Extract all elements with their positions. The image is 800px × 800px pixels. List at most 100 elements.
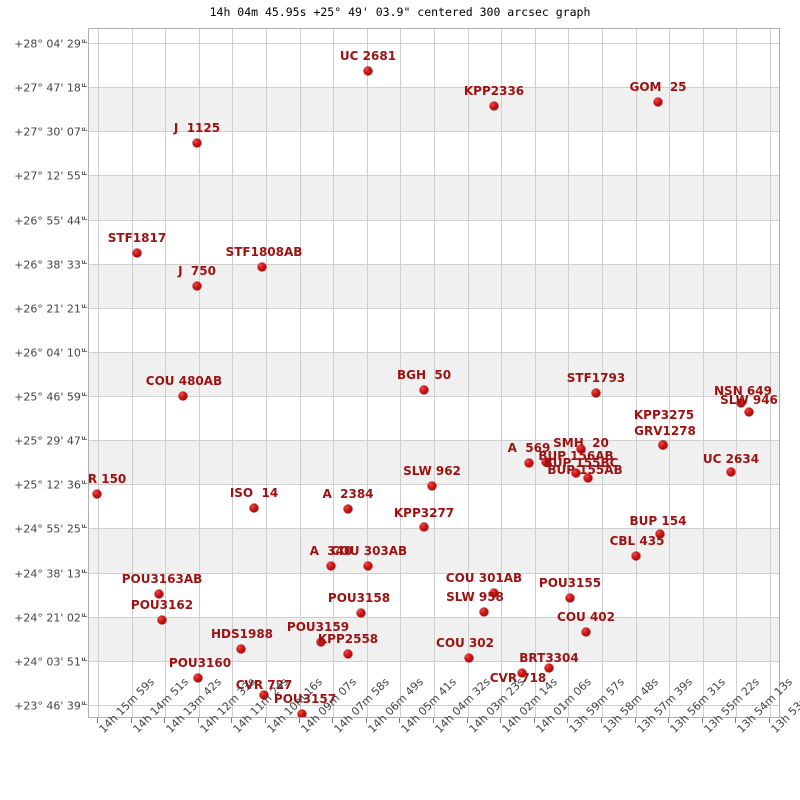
star-marker[interactable]: [419, 522, 429, 532]
star-marker[interactable]: [726, 467, 736, 477]
star-marker[interactable]: [576, 444, 586, 454]
star-marker[interactable]: [178, 391, 188, 401]
star-marker[interactable]: [631, 551, 641, 561]
star-marker[interactable]: [489, 101, 499, 111]
star-label[interactable]: J 750: [178, 264, 216, 278]
star-marker[interactable]: [363, 66, 373, 76]
star-label[interactable]: COU 480AB: [145, 374, 223, 388]
star-label[interactable]: GOM 25: [629, 80, 687, 94]
page-title: 14h 04m 45.95s +25° 49' 03.9" centered 3…: [209, 5, 591, 19]
star-label[interactable]: POU3160: [168, 656, 232, 670]
star-label[interactable]: KPP3277: [393, 506, 455, 520]
star-label[interactable]: CBL 435: [609, 534, 665, 548]
star-marker[interactable]: [583, 473, 593, 483]
star-marker[interactable]: [154, 589, 164, 599]
star-label[interactable]: A 340: [309, 544, 353, 558]
star-marker[interactable]: [343, 649, 353, 659]
star-marker[interactable]: [736, 398, 746, 408]
star-marker[interactable]: [343, 504, 353, 514]
star-label[interactable]: ISO 14: [229, 486, 279, 500]
star-label[interactable]: POU3157: [273, 692, 337, 706]
star-marker[interactable]: [524, 458, 534, 468]
star-marker[interactable]: [541, 457, 551, 467]
star-label[interactable]: UC 2634: [702, 452, 760, 466]
star-marker[interactable]: [326, 561, 336, 571]
star-marker[interactable]: [249, 503, 259, 513]
star-marker[interactable]: [489, 588, 499, 598]
star-marker[interactable]: [363, 561, 373, 571]
star-label[interactable]: KPP2336: [463, 84, 525, 98]
star-label[interactable]: POU3162: [130, 598, 194, 612]
star-marker[interactable]: [192, 281, 202, 291]
star-label[interactable]: SLW 962: [403, 464, 461, 478]
star-label[interactable]: COU 402: [557, 610, 615, 624]
star-label[interactable]: A 2384: [322, 487, 374, 501]
star-label[interactable]: UC 2681: [339, 49, 397, 63]
star-label[interactable]: CVR 718: [489, 671, 547, 685]
y-axis-tick-label: +23° 46' 39": [0, 695, 86, 714]
gridline-vertical: [333, 29, 335, 717]
star-marker[interactable]: [655, 529, 665, 539]
star-label[interactable]: KPP3275: [633, 408, 695, 422]
star-label[interactable]: A 569: [507, 441, 551, 455]
star-marker[interactable]: [236, 644, 246, 654]
star-marker[interactable]: [427, 481, 437, 491]
star-marker[interactable]: [92, 489, 102, 499]
star-label[interactable]: BUP 155AB: [547, 463, 623, 477]
star-marker[interactable]: [259, 690, 269, 700]
star-marker[interactable]: [591, 388, 601, 398]
star-label[interactable]: SMH 20: [553, 436, 609, 450]
star-marker[interactable]: [479, 607, 489, 617]
star-marker[interactable]: [658, 440, 668, 450]
star-marker[interactable]: [193, 673, 203, 683]
star-marker[interactable]: [544, 663, 554, 673]
star-marker[interactable]: [419, 385, 429, 395]
star-marker[interactable]: [157, 615, 167, 625]
star-marker[interactable]: [297, 709, 307, 717]
star-label[interactable]: GRV1278: [634, 424, 696, 438]
star-marker[interactable]: [744, 407, 754, 417]
star-label[interactable]: BUP 154: [629, 514, 687, 528]
star-marker[interactable]: [571, 468, 581, 478]
star-label[interactable]: CVR 727: [235, 678, 293, 692]
star-label[interactable]: POU3158: [327, 591, 391, 605]
star-marker[interactable]: [653, 97, 663, 107]
star-label[interactable]: BGH 50: [396, 368, 452, 382]
star-marker[interactable]: [257, 262, 267, 272]
y-axis-tick-mark: [82, 615, 87, 617]
star-label[interactable]: POU3163AB: [121, 572, 203, 586]
x-axis-tick-mark: [567, 718, 569, 723]
star-label[interactable]: STF1808AB: [225, 245, 303, 259]
star-marker[interactable]: [192, 138, 202, 148]
star-label[interactable]: COU 301AB: [445, 571, 523, 585]
star-label[interactable]: J 1125: [173, 121, 221, 135]
star-marker[interactable]: [517, 668, 527, 678]
star-label[interactable]: POU3155: [538, 576, 602, 590]
star-label[interactable]: COU 302: [436, 636, 494, 650]
star-marker[interactable]: [356, 608, 366, 618]
star-label[interactable]: SLW 946: [720, 393, 778, 407]
star-label[interactable]: SLW 958: [446, 590, 504, 604]
star-label[interactable]: COU 303AB: [330, 544, 408, 558]
star-label[interactable]: STF1817: [107, 231, 167, 245]
star-label[interactable]: BUP 155BC: [543, 456, 619, 470]
star-label[interactable]: HDS1988: [210, 627, 274, 641]
y-axis-tick-text: +26° 55' 44": [14, 214, 86, 228]
y-axis-tick-label: +25° 12' 36": [0, 474, 86, 493]
star-marker[interactable]: [565, 593, 575, 603]
star-label[interactable]: NSN 649: [714, 384, 772, 398]
star-marker[interactable]: [581, 627, 591, 637]
y-axis-tick-text: +25° 46' 59": [14, 390, 86, 404]
plot-area[interactable]: UC 2681 KPP2336 GOM 25 J 1125 STF1817 STF1808…: [88, 28, 780, 718]
star-label[interactable]: KPP2558: [317, 632, 379, 646]
x-axis-tick-mark: [231, 718, 233, 723]
y-axis-tick-text: +26° 38' 33": [14, 258, 86, 272]
star-marker[interactable]: [316, 637, 326, 647]
star-label[interactable]: CVR 150: [88, 472, 127, 486]
star-label[interactable]: STF1793: [566, 371, 626, 385]
y-axis-tick-mark: [82, 306, 87, 308]
star-marker[interactable]: [132, 248, 142, 258]
star-label[interactable]: BRT3304: [519, 651, 579, 665]
star-label[interactable]: POU3159: [286, 620, 350, 634]
star-marker[interactable]: [464, 653, 474, 663]
